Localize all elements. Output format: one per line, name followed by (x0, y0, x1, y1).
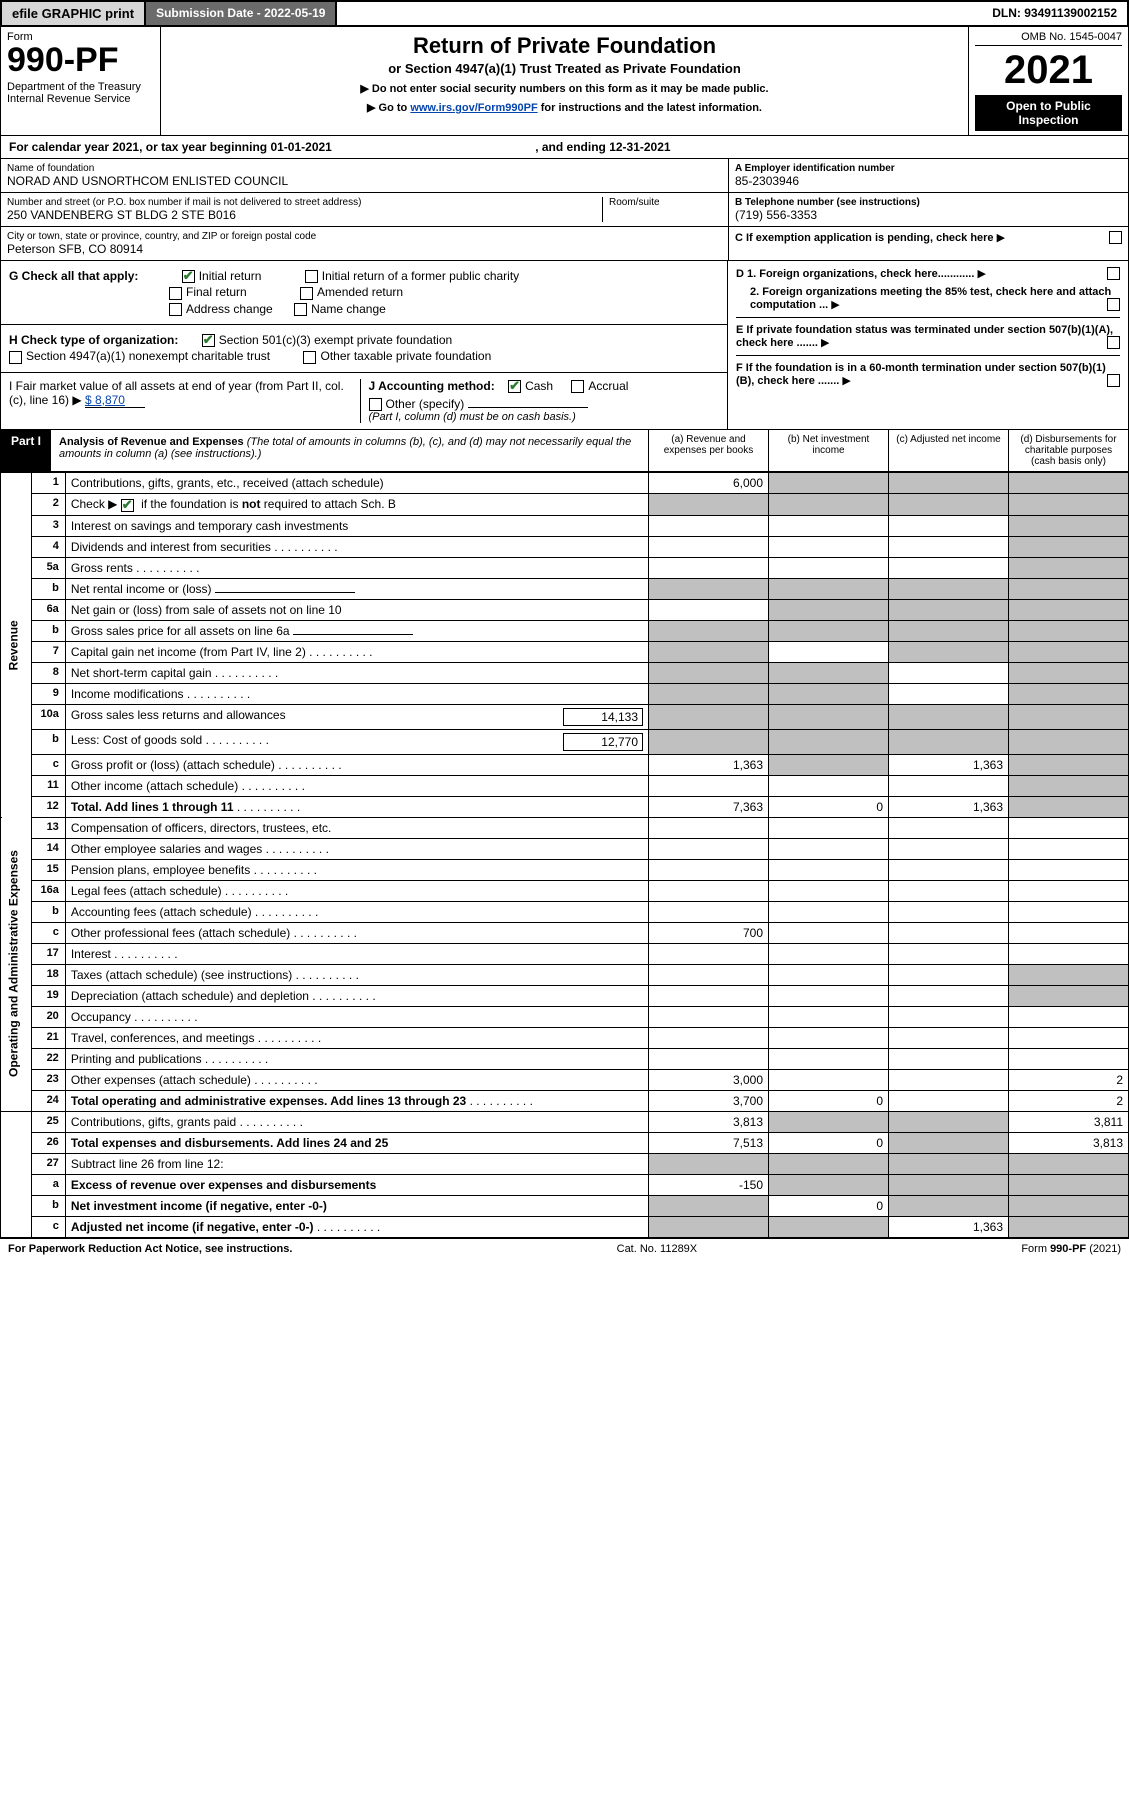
form-title: Return of Private Foundation (169, 33, 960, 59)
page-footer: For Paperwork Reduction Act Notice, see … (0, 1238, 1129, 1259)
accrual-checkbox[interactable] (571, 380, 584, 393)
form-subtitle: or Section 4947(a)(1) Trust Treated as P… (169, 61, 960, 76)
form-instr-2: ▶ Go to www.irs.gov/Form990PF for instru… (169, 101, 960, 114)
col-b-header: (b) Net investment income (768, 430, 888, 471)
address-change-checkbox[interactable] (169, 303, 182, 316)
submission-date: Submission Date - 2022-05-19 (146, 2, 337, 25)
schb-checkbox[interactable] (121, 499, 134, 512)
amended-checkbox[interactable] (300, 287, 313, 300)
analysis-table: Revenue 1Contributions, gifts, grants, e… (0, 472, 1129, 1237)
expenses-section-label: Operating and Administrative Expenses (1, 817, 32, 1111)
name-change-checkbox[interactable] (294, 303, 307, 316)
section-g: G Check all that apply: Initial return I… (1, 261, 727, 324)
section-ij: I Fair market value of all assets at end… (1, 372, 727, 430)
fmv-value: $ 8,870 (85, 393, 145, 408)
form-title-block: Return of Private Foundation or Section … (161, 27, 968, 135)
section-h: H Check type of organization: Section 50… (1, 324, 727, 372)
top-bar: efile GRAPHIC print Submission Date - 20… (0, 0, 1129, 27)
4947-checkbox[interactable] (9, 351, 22, 364)
foundation-name-cell: Name of foundation NORAD AND USNORTHCOM … (1, 159, 728, 193)
initial-return-checkbox[interactable] (182, 270, 195, 283)
irs-link[interactable]: www.irs.gov/Form990PF (410, 102, 537, 114)
ein-cell: A Employer identification number 85-2303… (729, 159, 1128, 193)
revenue-section-label: Revenue (1, 473, 32, 817)
d1-checkbox[interactable] (1107, 267, 1120, 280)
cash-checkbox[interactable] (508, 380, 521, 393)
exemption-pending-checkbox[interactable] (1109, 231, 1122, 244)
section-def: D 1. Foreign organizations, check here..… (728, 261, 1128, 429)
initial-former-checkbox[interactable] (305, 270, 318, 283)
form-number-block: Form 990-PF Department of the Treasury I… (1, 27, 161, 135)
col-a-header: (a) Revenue and expenses per books (648, 430, 768, 471)
address-cell: Number and street (or P.O. box number if… (1, 193, 728, 227)
d2-checkbox[interactable] (1107, 298, 1120, 311)
form-department: Department of the Treasury Internal Reve… (7, 81, 154, 105)
other-taxable-checkbox[interactable] (303, 351, 316, 364)
city-cell: City or town, state or province, country… (1, 227, 728, 260)
e-checkbox[interactable] (1107, 336, 1120, 349)
part1-label: Part I (1, 430, 51, 471)
entity-info: Name of foundation NORAD AND USNORTHCOM … (0, 159, 1129, 261)
form-number: 990-PF (7, 43, 154, 77)
tax-year: 2021 (975, 46, 1122, 95)
efile-print-button[interactable]: efile GRAPHIC print (2, 2, 146, 25)
dln: DLN: 93491139002152 (982, 2, 1127, 25)
telephone-cell: B Telephone number (see instructions) (7… (729, 193, 1128, 227)
omb-number: OMB No. 1545-0047 (975, 31, 1122, 46)
col-c-header: (c) Adjusted net income (888, 430, 1008, 471)
form-instr-1: ▶ Do not enter social security numbers o… (169, 82, 960, 95)
exemption-pending-cell: C If exemption application is pending, c… (729, 227, 1128, 248)
part1-header: Part I Analysis of Revenue and Expenses … (0, 430, 1129, 472)
calendar-year-row: For calendar year 2021, or tax year begi… (0, 136, 1129, 159)
form-header: Form 990-PF Department of the Treasury I… (0, 27, 1129, 136)
open-to-public: Open to Public Inspection (975, 95, 1122, 131)
final-return-checkbox[interactable] (169, 287, 182, 300)
other-method-checkbox[interactable] (369, 398, 382, 411)
col-d-header: (d) Disbursements for charitable purpose… (1008, 430, 1128, 471)
form-year-block: OMB No. 1545-0047 2021 Open to Public In… (968, 27, 1128, 135)
f-checkbox[interactable] (1107, 374, 1120, 387)
check-sections: G Check all that apply: Initial return I… (0, 261, 1129, 430)
501c3-checkbox[interactable] (202, 334, 215, 347)
